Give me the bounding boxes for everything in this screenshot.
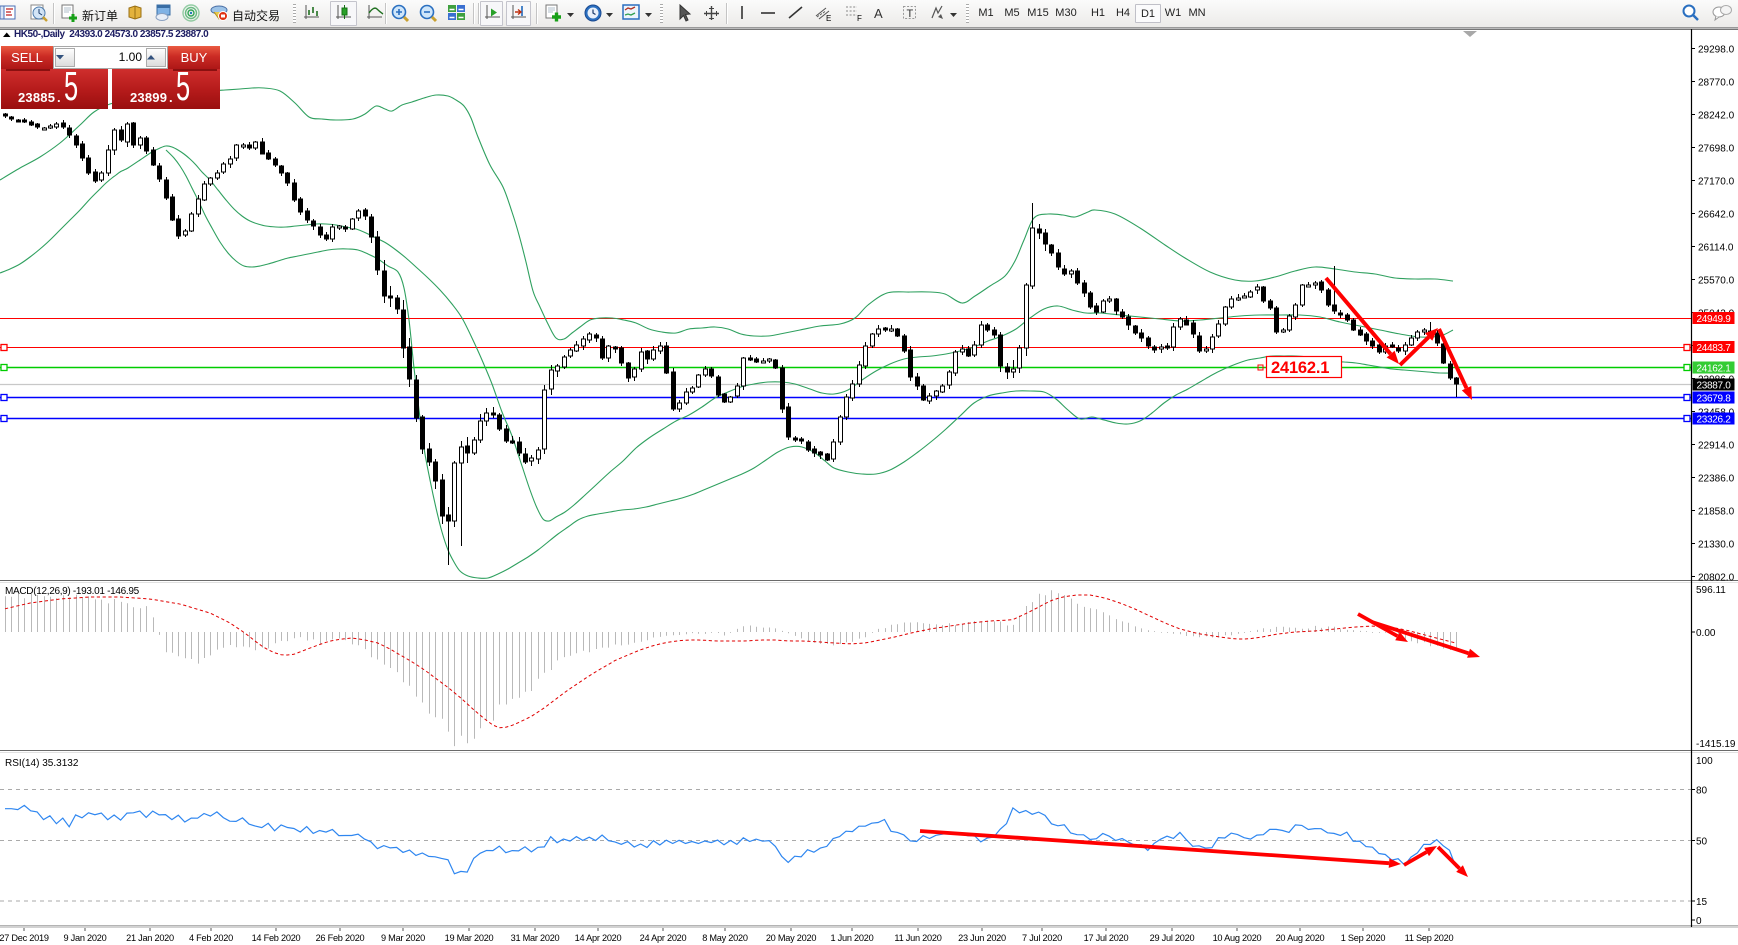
svg-text:26 Feb 2020: 26 Feb 2020 [316,933,365,943]
svg-text:17 Jul 2020: 17 Jul 2020 [1084,933,1129,943]
svg-text:T: T [907,8,914,20]
svg-text:23 Jun 2020: 23 Jun 2020 [958,933,1006,943]
svg-text:50: 50 [1696,837,1708,848]
svg-text:24162.1: 24162.1 [1271,359,1329,377]
svg-text:24949.9: 24949.9 [1697,314,1732,325]
svg-text:E: E [826,14,831,22]
svg-text:31 Mar 2020: 31 Mar 2020 [511,933,560,943]
svg-text:14 Apr 2020: 14 Apr 2020 [575,933,622,943]
svg-text:0: 0 [1696,916,1702,927]
svg-text:22914.0: 22914.0 [1698,441,1735,452]
svg-text:9 Jan 2020: 9 Jan 2020 [64,933,107,943]
svg-text:26642.0: 26642.0 [1698,210,1735,221]
svg-text:20 Aug 2020: 20 Aug 2020 [1276,933,1325,943]
svg-text:23326.2: 23326.2 [1697,415,1732,426]
svg-text:80: 80 [1696,786,1708,797]
svg-text:596.11: 596.11 [1696,585,1726,596]
svg-text:1 Sep 2020: 1 Sep 2020 [1341,933,1386,943]
svg-text:7 Jul 2020: 7 Jul 2020 [1022,933,1062,943]
svg-text:4 Feb 2020: 4 Feb 2020 [189,933,233,943]
svg-text:27170.0: 27170.0 [1698,177,1735,188]
svg-text:14 Feb 2020: 14 Feb 2020 [252,933,301,943]
svg-text:25570.0: 25570.0 [1698,276,1735,287]
svg-text:MACD(12,26,9) -193.01 -146.95: MACD(12,26,9) -193.01 -146.95 [5,586,140,597]
svg-text:F: F [857,14,862,22]
svg-text:20 May 2020: 20 May 2020 [766,933,817,943]
svg-text:28242.0: 28242.0 [1698,111,1735,122]
svg-text:24483.7: 24483.7 [1697,343,1732,354]
svg-text:100: 100 [1696,756,1713,767]
svg-text:21330.0: 21330.0 [1698,540,1735,551]
svg-text:29 Jul 2020: 29 Jul 2020 [1150,933,1195,943]
svg-text:29298.0: 29298.0 [1698,45,1735,56]
svg-text:9 Mar 2020: 9 Mar 2020 [381,933,425,943]
svg-text:RSI(14) 35.3132: RSI(14) 35.3132 [5,758,79,769]
svg-text:1 Jun 2020: 1 Jun 2020 [831,933,874,943]
svg-text:21858.0: 21858.0 [1698,507,1735,518]
svg-text:28770.0: 28770.0 [1698,78,1735,89]
svg-text:21 Jan 2020: 21 Jan 2020 [126,933,174,943]
svg-text:19 Mar 2020: 19 Mar 2020 [445,933,494,943]
svg-text:22386.0: 22386.0 [1698,474,1735,485]
svg-text:27698.0: 27698.0 [1698,144,1735,155]
svg-text:23679.8: 23679.8 [1697,394,1732,405]
svg-text:20802.0: 20802.0 [1698,573,1735,584]
svg-text:24162.1: 24162.1 [1697,364,1732,375]
svg-text:24 Apr 2020: 24 Apr 2020 [640,933,687,943]
svg-text:26114.0: 26114.0 [1698,243,1734,254]
svg-text:23887.0: 23887.0 [1697,381,1732,392]
svg-text:-1415.19: -1415.19 [1696,739,1736,750]
svg-text:11 Jun 2020: 11 Jun 2020 [894,933,941,943]
svg-text:27 Dec 2019: 27 Dec 2019 [0,933,49,943]
svg-text:15: 15 [1696,897,1708,908]
svg-text:0.00: 0.00 [1696,628,1716,639]
svg-text:11 Sep 2020: 11 Sep 2020 [1405,933,1454,943]
svg-text:10 Aug 2020: 10 Aug 2020 [1213,933,1262,943]
svg-text:8 May 2020: 8 May 2020 [702,933,748,943]
